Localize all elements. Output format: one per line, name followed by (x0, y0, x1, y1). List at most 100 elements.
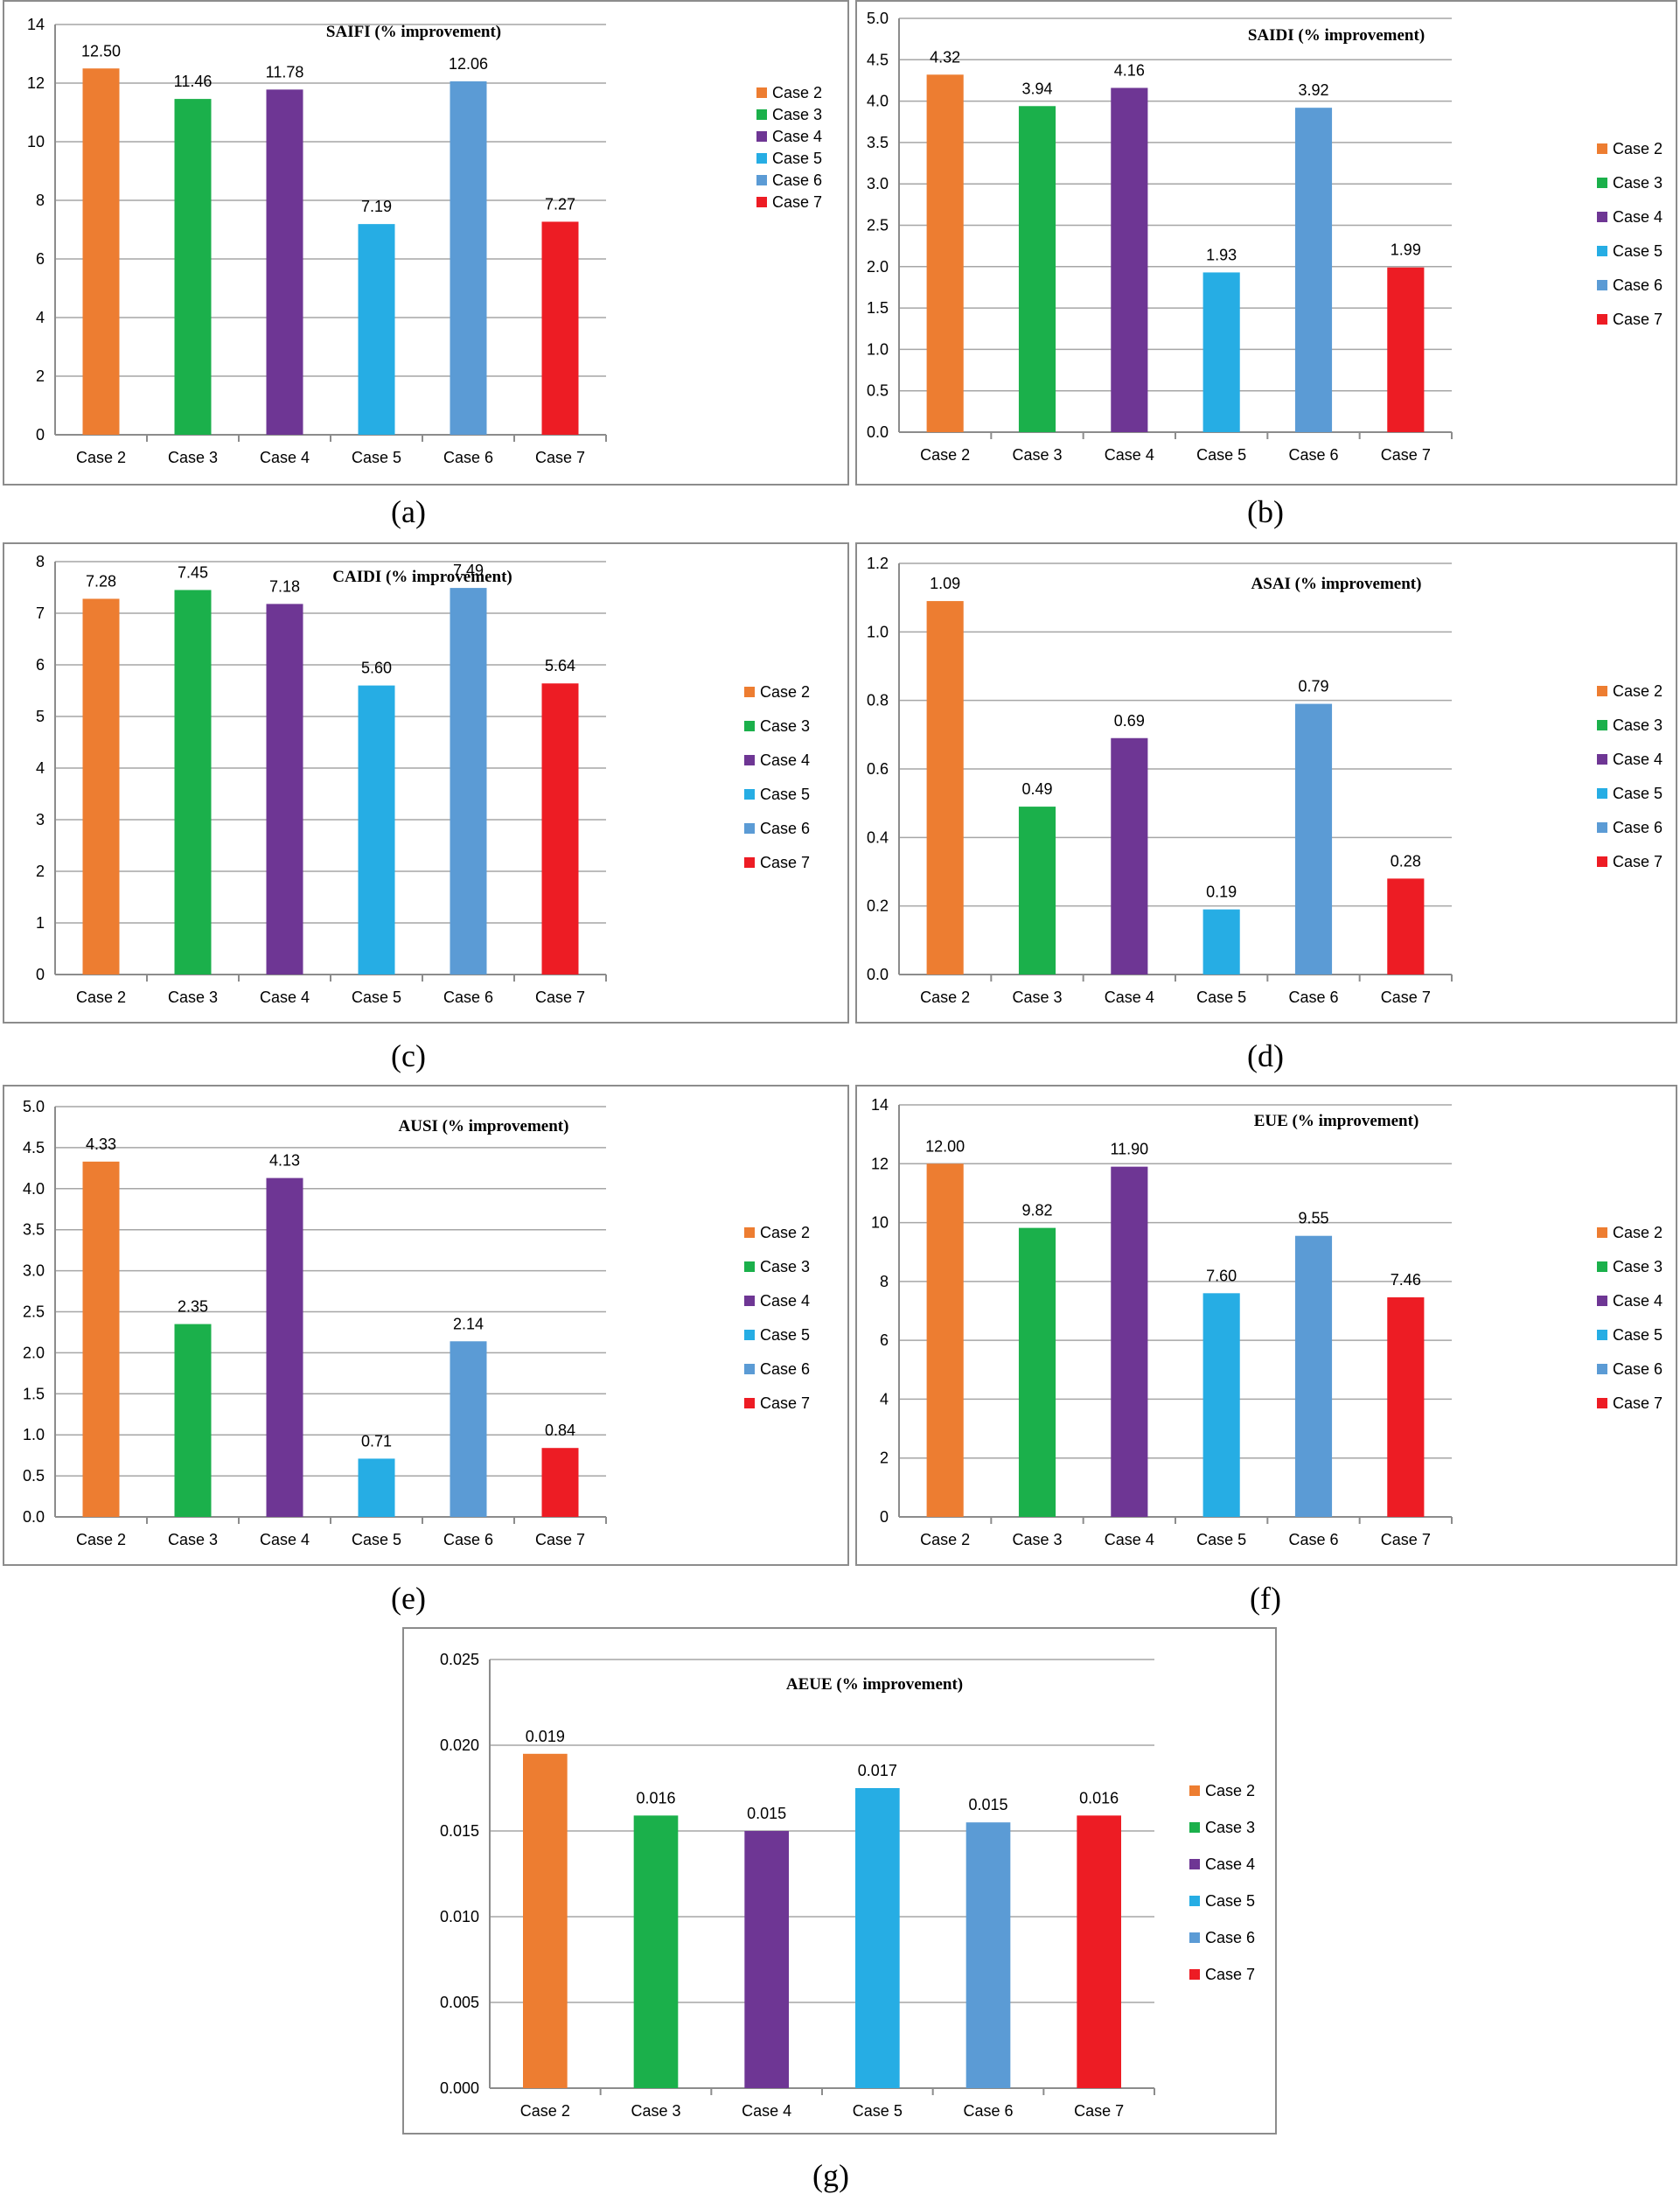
y-tick-label: 0.0 (867, 966, 889, 983)
y-tick-label: 2 (36, 367, 45, 385)
y-tick-label: 0.4 (867, 828, 889, 846)
x-tick-label: Case 4 (260, 1531, 310, 1548)
legend-label: Case 7 (760, 854, 810, 871)
legend-label: Case 7 (772, 193, 822, 211)
data-label: 1.09 (930, 575, 960, 592)
legend-swatch (744, 789, 755, 800)
data-label: 0.71 (361, 1432, 392, 1450)
x-tick-label: Case 2 (520, 2102, 570, 2120)
chart-svg-b: 0.0 0.5 1.0 1.5 2.0 2.5 3.0 3.5 4.0 4.5 5.0 4.32 Cas… (867, 10, 1663, 464)
data-label: 7.45 (178, 563, 208, 581)
legend-label: Case 7 (760, 1394, 810, 1412)
x-tick-label: Case 6 (963, 2102, 1013, 2120)
chart-panel-g: 0.000 0.005 0.010 0.015 0.020 0.025 0.019 Case … (402, 1627, 1277, 2193)
y-tick-label: 0.005 (440, 1994, 479, 2011)
legend-label: Case 3 (760, 1258, 810, 1275)
data-label: 4.32 (930, 48, 960, 66)
legend-label: Case 6 (1613, 1360, 1663, 1378)
y-tick-label: 0.020 (440, 1736, 479, 1754)
data-label: 3.94 (1021, 80, 1052, 97)
data-label: 0.017 (858, 1762, 897, 1779)
data-label: 7.46 (1391, 1271, 1421, 1289)
legend-swatch (1597, 1398, 1607, 1408)
bar-case-7 (1387, 1297, 1425, 1517)
x-tick-label: Case 2 (76, 989, 126, 1006)
legend-swatch (1597, 1296, 1607, 1306)
data-label: 11.90 (1110, 1141, 1148, 1158)
y-tick-label: 0 (36, 426, 45, 444)
y-tick-label: 1.0 (867, 623, 889, 640)
legend-label: Case 7 (1205, 1966, 1255, 1983)
y-tick-label: 1.5 (23, 1385, 45, 1402)
bar-case-7 (541, 683, 579, 975)
legend-swatch (744, 1364, 755, 1374)
bar-case-6 (450, 588, 487, 975)
chart-svg-f: 0 2 4 6 8 10 12 14 12.00 Case 2 9.82 Case 3 11.90 Cas… (871, 1096, 1663, 1548)
x-tick-label: Case 4 (260, 449, 310, 466)
bar-case-7 (541, 221, 579, 435)
y-tick-label: 2.0 (23, 1344, 45, 1361)
x-tick-label: Case 5 (1196, 1531, 1246, 1548)
data-label: 4.33 (86, 1135, 116, 1153)
bar-case-3 (1018, 1227, 1056, 1517)
y-tick-label: 14 (871, 1096, 889, 1114)
x-tick-label: Case 5 (853, 2102, 903, 2120)
data-label: 0.015 (747, 1805, 786, 1822)
x-tick-label: Case 6 (1288, 1531, 1338, 1548)
x-tick-label: Case 2 (76, 1531, 126, 1548)
legend-label: Case 3 (772, 106, 822, 123)
chart-frame (855, 0, 1677, 486)
legend-swatch (1597, 1330, 1607, 1340)
legend-label: Case 6 (1205, 1929, 1255, 1946)
legend-swatch (744, 721, 755, 731)
y-tick-label: 2.5 (867, 217, 889, 234)
y-tick-label: 2.0 (867, 258, 889, 276)
x-tick-label: Case 6 (443, 449, 493, 466)
bar-case-2 (82, 598, 120, 975)
legend-label: Case 2 (1205, 1782, 1255, 1799)
bar-case-6 (1294, 1235, 1333, 1517)
y-tick-label: 0.0 (23, 1508, 45, 1526)
legend-label: Case 2 (772, 84, 822, 101)
legend-label: Case 7 (1613, 1394, 1663, 1412)
bar-case-5 (1202, 909, 1240, 975)
bar-case-4 (1111, 1166, 1148, 1517)
panel-caption: (d) (1247, 1038, 1284, 1073)
x-tick-label: Case 5 (1196, 989, 1246, 1006)
data-label: 0.19 (1206, 884, 1237, 901)
x-tick-label: Case 4 (1105, 446, 1154, 464)
data-label: 7.49 (453, 562, 484, 579)
legend-label: Case 4 (1613, 208, 1663, 226)
data-label: 5.64 (545, 657, 575, 674)
x-tick-label: Case 6 (1288, 989, 1338, 1006)
bar-case-4 (266, 89, 303, 436)
y-tick-label: 14 (27, 16, 45, 33)
y-tick-label: 8 (36, 192, 45, 209)
legend-swatch (1189, 1822, 1200, 1833)
data-label: 7.60 (1206, 1267, 1237, 1284)
legend-swatch (1189, 1932, 1200, 1943)
x-tick-label: Case 6 (1288, 446, 1338, 464)
legend-swatch (1597, 822, 1607, 833)
y-tick-label: 4.5 (23, 1139, 45, 1156)
legend-swatch (1597, 1261, 1607, 1272)
legend-swatch (744, 823, 755, 834)
x-tick-label: Case 3 (168, 989, 218, 1006)
panel-caption: (b) (1247, 494, 1284, 529)
y-tick-label: 0.8 (867, 692, 889, 709)
y-tick-label: 5.0 (23, 1098, 45, 1115)
y-tick-label: 3 (36, 811, 45, 828)
y-tick-label: 1.0 (23, 1426, 45, 1443)
legend-label: Case 6 (760, 820, 810, 837)
y-tick-label: 0.2 (867, 898, 889, 915)
data-label: 12.50 (81, 42, 121, 59)
y-tick-label: 8 (880, 1273, 889, 1290)
legend-label: Case 5 (760, 786, 810, 803)
chart-svg-g: 0.000 0.005 0.010 0.015 0.020 0.025 0.019 Case … (440, 1651, 1255, 2120)
x-tick-label: Case 2 (920, 989, 970, 1006)
data-label: 0.016 (1079, 1789, 1119, 1806)
bar-case-2 (523, 1753, 568, 2088)
data-label: 1.99 (1391, 241, 1421, 259)
legend-swatch (756, 109, 767, 120)
data-label: 0.019 (526, 1728, 565, 1745)
